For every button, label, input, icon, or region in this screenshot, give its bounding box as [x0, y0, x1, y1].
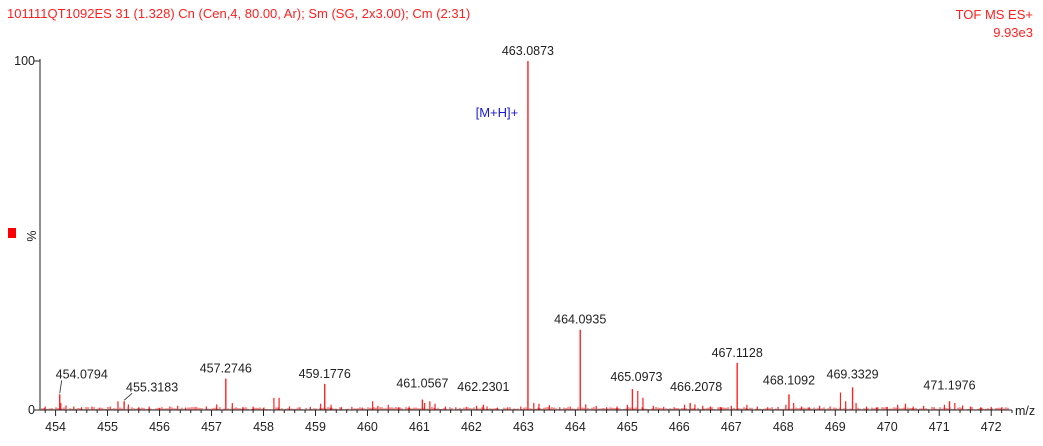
- peak-label: 469.3329: [827, 367, 879, 381]
- x-tick-label: 470: [877, 420, 898, 434]
- x-tick-label: 454: [45, 420, 66, 434]
- peak-label: 464.0935: [554, 313, 606, 327]
- peak-label: 466.2078: [670, 380, 722, 394]
- y-axis-title: %: [25, 230, 39, 241]
- peak-label: 463.0873: [502, 44, 554, 58]
- peak-label: 462.2301: [457, 380, 509, 394]
- spectrum-header-info: 101111QT1092ES 31 (1.328) Cn (Cen,4, 80.…: [7, 6, 471, 21]
- x-tick-label: 466: [669, 420, 690, 434]
- x-tick-label: 471: [929, 420, 950, 434]
- x-tick-label: 458: [253, 420, 274, 434]
- x-tick-label: 463: [513, 420, 534, 434]
- y-tick-label: 0: [28, 403, 35, 417]
- x-tick-label: 467: [721, 420, 742, 434]
- x-tick-label: 462: [461, 420, 482, 434]
- peak-label: 459.1776: [299, 367, 351, 381]
- peak-label: 457.2746: [200, 362, 252, 376]
- base-peak-intensity-label: 9.93e3: [993, 25, 1033, 40]
- instrument-mode-info: TOF MS ES+ 9.93e3: [956, 6, 1033, 42]
- peak-label: 468.1092: [763, 373, 815, 387]
- x-tick-label: 457: [201, 420, 222, 434]
- peak-label: 454.0794: [56, 367, 108, 381]
- x-tick-label: 460: [357, 420, 378, 434]
- x-tick-label: 456: [149, 420, 170, 434]
- x-tick-label: 472: [981, 420, 1002, 434]
- axes-layer: [34, 59, 1013, 416]
- labeled-peaks-layer: [59, 61, 951, 410]
- x-tick-label: 464: [565, 420, 586, 434]
- y-tick-label: 100: [14, 54, 35, 68]
- molecular-ion-annotation: [M+H]+: [476, 105, 519, 120]
- peak-label: 471.1976: [923, 378, 975, 392]
- x-tick-label: 459: [305, 420, 326, 434]
- x-axis-title: m/z: [1015, 404, 1035, 418]
- x-tick-label: 461: [409, 420, 430, 434]
- x-tick-label: 455: [97, 420, 118, 434]
- peak-label: 461.0567: [396, 377, 448, 391]
- ionization-mode-label: TOF MS ES+: [955, 7, 1033, 22]
- x-tick-label: 465: [617, 420, 638, 434]
- labels-layer: 454 455 456 457 458 459 460 461 462 463 464 465 466 4…: [14, 44, 1035, 434]
- peak-label-leader: [59, 380, 63, 394]
- peak-label-leader: [123, 392, 133, 401]
- peak-label: 455.3183: [126, 380, 178, 394]
- peak-label: 467.1128: [712, 346, 763, 360]
- minor-peaks-layer: [44, 390, 1003, 410]
- red-marker-square: [8, 228, 16, 238]
- x-tick-label: 469: [825, 420, 846, 434]
- x-tick-label: 468: [773, 420, 794, 434]
- peak-label: 465.0973: [610, 370, 662, 384]
